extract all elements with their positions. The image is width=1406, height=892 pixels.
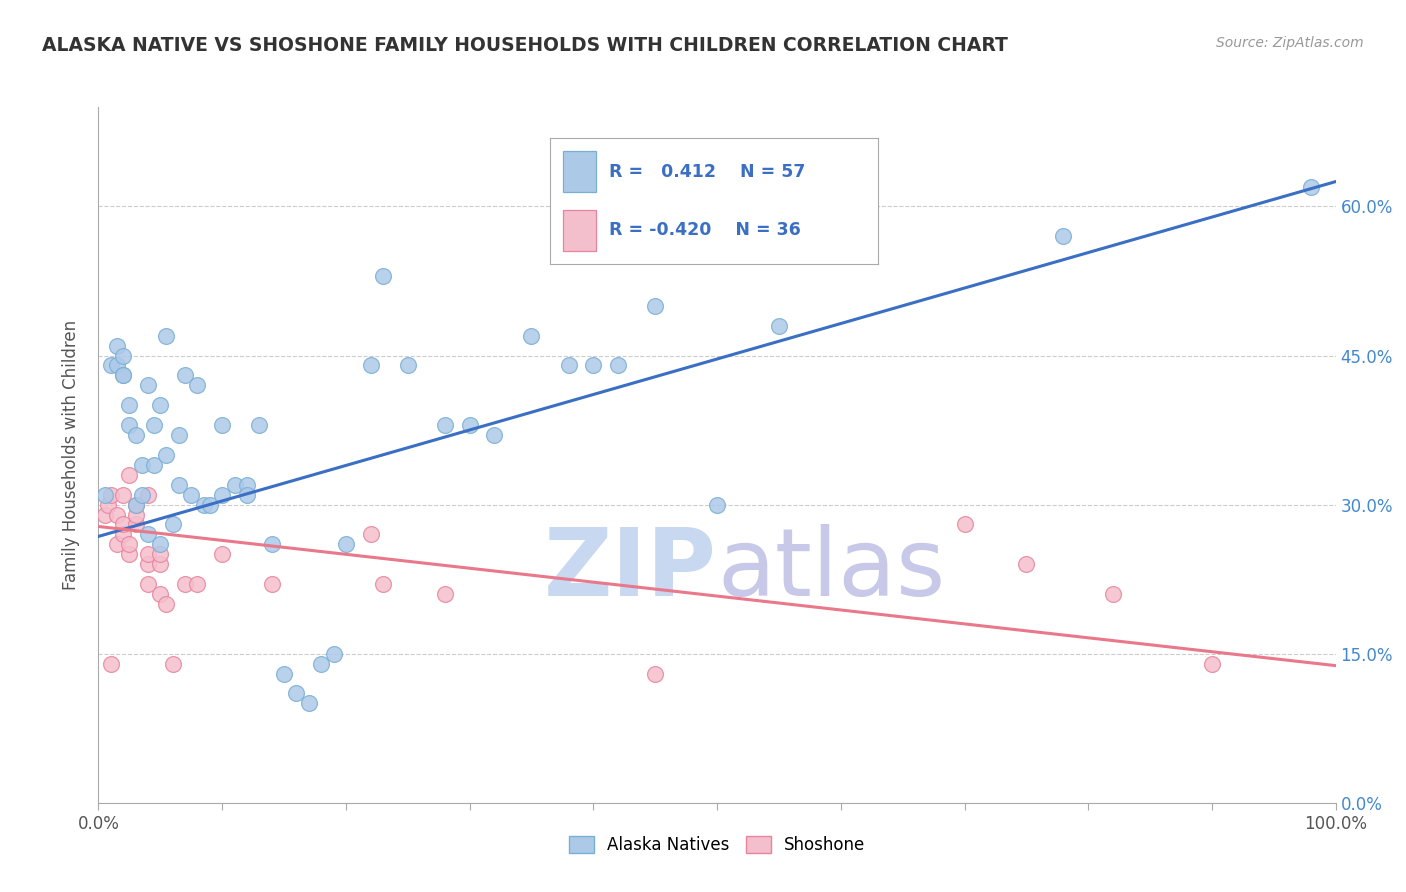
Point xyxy=(322,647,344,661)
Point xyxy=(396,359,419,373)
Text: ALASKA NATIVE VS SHOSHONE FAMILY HOUSEHOLDS WITH CHILDREN CORRELATION CHART: ALASKA NATIVE VS SHOSHONE FAMILY HOUSEHO… xyxy=(42,36,1008,54)
Point xyxy=(260,537,283,551)
Point xyxy=(371,577,394,591)
Point xyxy=(174,368,197,383)
Point xyxy=(149,547,172,561)
Y-axis label: Family Households with Children: Family Households with Children xyxy=(62,320,80,590)
Point xyxy=(433,418,456,433)
Point xyxy=(520,328,543,343)
Point xyxy=(136,558,159,572)
Point xyxy=(335,537,357,551)
Point xyxy=(360,359,382,373)
Point xyxy=(167,428,190,442)
Point xyxy=(458,418,481,433)
Point xyxy=(211,418,233,433)
Point xyxy=(136,378,159,392)
Point xyxy=(174,577,197,591)
Point xyxy=(557,359,579,373)
Point xyxy=(124,498,146,512)
Point xyxy=(118,398,141,412)
Point xyxy=(582,359,605,373)
Point xyxy=(136,577,159,591)
Point xyxy=(1299,179,1322,194)
Point xyxy=(136,527,159,541)
Legend: Alaska Natives, Shoshone: Alaska Natives, Shoshone xyxy=(562,829,872,861)
Point xyxy=(644,666,666,681)
Point xyxy=(100,488,122,502)
Text: atlas: atlas xyxy=(717,524,945,615)
Point xyxy=(180,488,202,502)
Point xyxy=(484,428,506,442)
Point xyxy=(1102,587,1125,601)
Point xyxy=(105,338,128,352)
Point xyxy=(143,458,166,472)
Point xyxy=(155,597,177,611)
Point xyxy=(131,458,153,472)
Point xyxy=(211,547,233,561)
Point xyxy=(236,477,259,491)
Point xyxy=(155,448,177,462)
Point xyxy=(371,268,394,283)
Point xyxy=(644,299,666,313)
Point xyxy=(93,488,115,502)
Point xyxy=(112,527,135,541)
Point xyxy=(1201,657,1223,671)
Text: Source: ZipAtlas.com: Source: ZipAtlas.com xyxy=(1216,36,1364,50)
Point xyxy=(118,537,141,551)
Point xyxy=(186,378,208,392)
Point xyxy=(162,517,184,532)
Point xyxy=(211,488,233,502)
Point xyxy=(149,537,172,551)
Point xyxy=(112,488,135,502)
Point xyxy=(124,517,146,532)
Point xyxy=(97,498,120,512)
Point xyxy=(1015,558,1038,572)
Point xyxy=(360,527,382,541)
Point xyxy=(186,577,208,591)
Point xyxy=(118,418,141,433)
Point xyxy=(167,477,190,491)
Point xyxy=(112,368,135,383)
Point xyxy=(309,657,332,671)
Point xyxy=(100,359,122,373)
Point xyxy=(224,477,246,491)
Point xyxy=(198,498,221,512)
Point xyxy=(124,508,146,522)
Point xyxy=(247,418,270,433)
Point xyxy=(155,328,177,343)
Point xyxy=(236,488,259,502)
Point xyxy=(260,577,283,591)
Text: ZIP: ZIP xyxy=(544,524,717,615)
Point xyxy=(149,587,172,601)
Point xyxy=(105,537,128,551)
Point xyxy=(100,657,122,671)
Point xyxy=(105,508,128,522)
Point xyxy=(149,558,172,572)
Point xyxy=(298,697,321,711)
Point xyxy=(273,666,295,681)
Point xyxy=(768,318,790,333)
Point xyxy=(124,498,146,512)
Point xyxy=(124,428,146,442)
Point xyxy=(1052,229,1074,244)
Point xyxy=(162,657,184,671)
Point xyxy=(112,368,135,383)
Point xyxy=(953,517,976,532)
Point xyxy=(149,398,172,412)
Point xyxy=(118,547,141,561)
Point xyxy=(706,498,728,512)
Point xyxy=(193,498,215,512)
Point xyxy=(93,508,115,522)
Point xyxy=(131,488,153,502)
Point xyxy=(143,418,166,433)
Point xyxy=(118,467,141,482)
Point xyxy=(112,349,135,363)
Point xyxy=(112,517,135,532)
Point xyxy=(136,547,159,561)
Point xyxy=(433,587,456,601)
Point xyxy=(285,686,308,700)
Point xyxy=(136,488,159,502)
Point xyxy=(105,359,128,373)
Point xyxy=(607,359,630,373)
